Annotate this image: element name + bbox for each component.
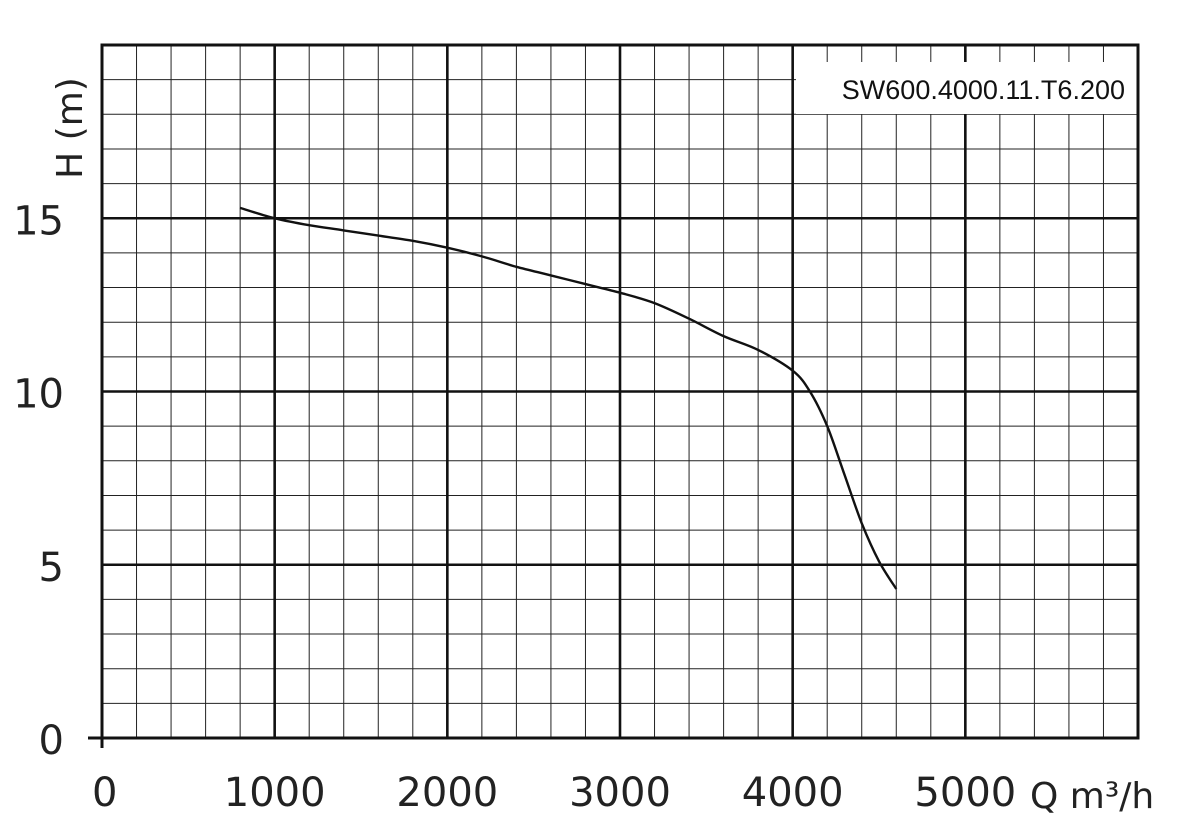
x-tick-label: 2000	[396, 770, 498, 816]
y-tick-label: 0	[39, 718, 64, 764]
model-label-box	[796, 62, 1138, 114]
y-tick-label: 15	[13, 198, 64, 244]
model-label: SW600.4000.11.T6.200	[842, 75, 1125, 105]
x-tick-label: 3000	[569, 770, 671, 816]
head-flow-curve	[239, 206, 898, 590]
x-tick-labels: 0 1000 2000 3000 4000 5000	[92, 770, 1016, 816]
x-tick-label: 4000	[742, 770, 844, 816]
x-tick-label: 1000	[224, 770, 326, 816]
plot-frame	[100, 43, 1140, 740]
y-tick-labels: 0 5 10 15	[13, 198, 64, 764]
x-tick-label: 5000	[914, 770, 1016, 816]
y-tick-label: 10	[13, 372, 64, 418]
x-axis-label: Q m³/h	[1030, 776, 1154, 817]
y-tick-label: 5	[39, 545, 64, 591]
curve-layer	[239, 206, 898, 590]
x-tick-label: 0	[92, 770, 117, 816]
y-axis-label: H (m)	[50, 77, 91, 179]
major-grid	[88, 45, 1138, 748]
